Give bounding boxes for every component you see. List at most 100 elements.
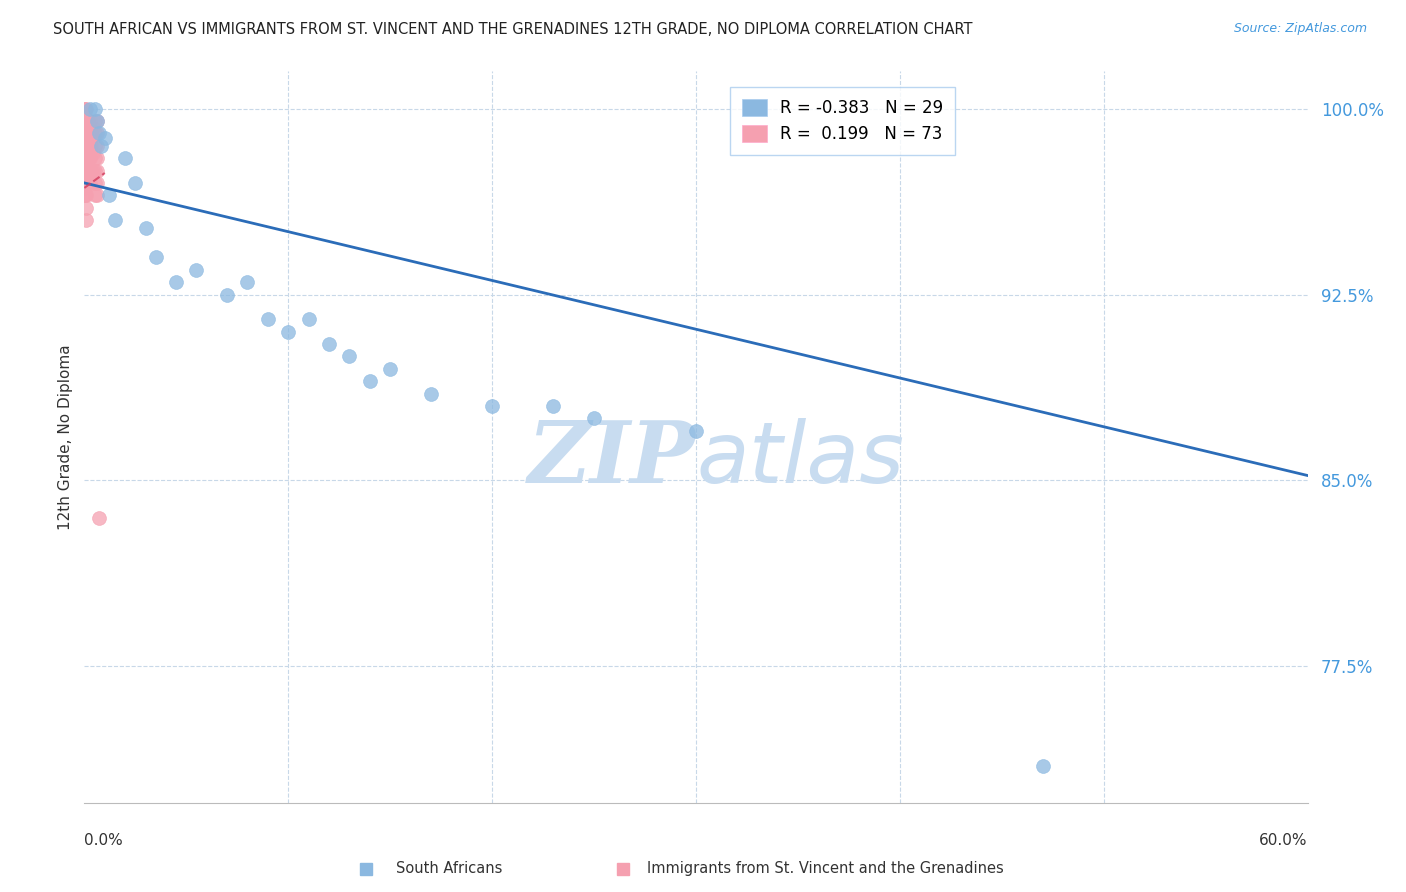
Point [73, 146, 96, 161]
Point [73, 176, 96, 190]
Point [87, 126, 110, 140]
Point [135, 220, 157, 235]
Point [217, 287, 239, 301]
Point [73, 102, 96, 116]
Point [93, 131, 115, 145]
Point [73, 126, 96, 140]
Point [73, 106, 96, 120]
Legend: R = -0.383   N = 29, R =  0.199   N = 73: R = -0.383 N = 29, R = 0.199 N = 73 [730, 87, 955, 155]
Point [83, 114, 105, 128]
Text: SOUTH AFRICAN VS IMMIGRANTS FROM ST. VINCENT AND THE GRENADINES 12TH GRADE, NO D: SOUTH AFRICAN VS IMMIGRANTS FROM ST. VIN… [53, 22, 973, 37]
Point [80, 163, 103, 178]
Point [79, 114, 101, 128]
Point [318, 337, 340, 351]
Point [77, 114, 100, 128]
Point [86, 151, 108, 165]
Point [75, 201, 97, 215]
Point [86, 114, 108, 128]
Point [73, 138, 96, 153]
Point [75, 138, 97, 153]
Point [82, 163, 104, 178]
Point [75, 188, 97, 202]
Point [76, 176, 98, 190]
Point [77, 176, 100, 190]
Point [75, 151, 97, 165]
Point [86, 138, 108, 153]
Point [481, 399, 503, 413]
Point [339, 350, 361, 364]
Point [257, 312, 280, 326]
Point [75, 126, 97, 140]
Text: Source: ZipAtlas.com: Source: ZipAtlas.com [1233, 22, 1367, 36]
Text: Immigrants from St. Vincent and the Grenadines: Immigrants from St. Vincent and the Gren… [647, 861, 1004, 876]
Point [380, 362, 402, 376]
Point [86, 126, 108, 140]
Point [124, 176, 146, 190]
Point [75, 151, 97, 165]
Point [359, 374, 381, 388]
Point [76, 138, 98, 153]
Point [75, 102, 97, 116]
Text: 60.0%: 60.0% [1260, 833, 1308, 848]
Point [82, 146, 104, 161]
Point [73, 171, 96, 186]
Point [75, 114, 97, 128]
Point [83, 126, 105, 140]
Point [79, 102, 101, 116]
Point [83, 138, 105, 153]
Point [77, 138, 100, 153]
Point [87, 510, 110, 524]
Point [83, 176, 105, 190]
Point [75, 114, 97, 128]
Point [86, 163, 108, 178]
Point [75, 138, 97, 153]
Point [82, 131, 104, 145]
Point [76, 163, 98, 178]
Point [73, 181, 96, 195]
Point [79, 138, 101, 153]
Point [83, 163, 105, 178]
Point [298, 312, 321, 326]
Point [75, 102, 97, 116]
Point [75, 176, 97, 190]
Point [79, 138, 101, 153]
Point [83, 102, 105, 116]
Point [79, 176, 101, 190]
Point [543, 399, 565, 413]
Text: ZIP: ZIP [529, 417, 696, 500]
Point [79, 151, 101, 165]
Point [80, 138, 103, 153]
Point [73, 114, 96, 128]
Point [75, 163, 97, 178]
Y-axis label: 12th Grade, No Diploma: 12th Grade, No Diploma [58, 344, 73, 530]
Point [90, 138, 112, 153]
Point [685, 424, 707, 438]
Point [77, 151, 100, 165]
Point [73, 163, 96, 178]
Point [80, 126, 103, 140]
Point [1032, 758, 1054, 772]
Point [236, 275, 259, 289]
Point [79, 151, 101, 165]
Point [83, 151, 105, 165]
Point [73, 188, 96, 202]
Point [75, 176, 97, 190]
Point [79, 163, 101, 178]
Point [79, 176, 101, 190]
Point [583, 411, 606, 425]
Point [165, 275, 187, 289]
Point [75, 213, 97, 227]
Point [86, 176, 108, 190]
Point [73, 121, 96, 136]
Point [83, 188, 105, 202]
Point [114, 151, 136, 165]
Point [145, 250, 167, 264]
Point [76, 126, 98, 140]
Text: South Africans: South Africans [396, 861, 503, 876]
Point [79, 126, 101, 140]
Point [73, 131, 96, 145]
Point [420, 386, 443, 401]
Point [86, 114, 108, 128]
Point [79, 126, 101, 140]
Point [77, 163, 100, 178]
